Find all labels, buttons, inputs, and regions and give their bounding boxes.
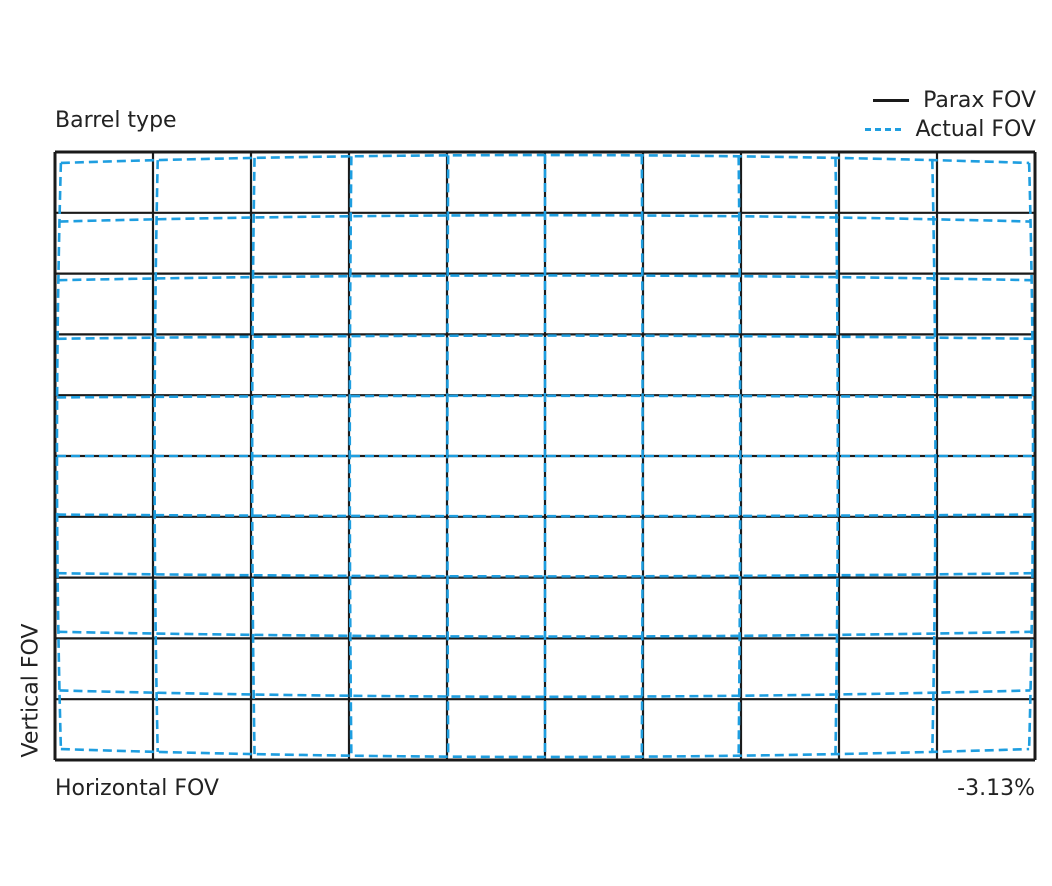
actual-horizontal-line <box>57 394 1033 399</box>
distortion-value: -3.13% <box>957 776 1035 801</box>
actual-horizontal-line <box>58 274 1032 282</box>
actual-horizontal-line <box>59 689 1031 699</box>
actual-horizontal-line <box>57 334 1033 341</box>
actual-horizontal-line <box>57 571 1033 578</box>
actual-horizontal-line <box>57 513 1033 518</box>
actual-horizontal-line <box>58 630 1032 638</box>
actual-vertical-line <box>930 160 937 752</box>
actual-vertical-line <box>446 155 450 757</box>
actual-vertical-line <box>737 156 742 756</box>
legend-label: Actual FOV <box>915 117 1036 142</box>
dashed-line-swatch <box>865 128 902 131</box>
legend-item-actual: Actual FOV <box>865 115 1036 144</box>
legend-item-parax: Parax FOV <box>865 86 1036 115</box>
actual-horizontal-line <box>60 747 1030 759</box>
legend-label: Parax FOV <box>923 88 1036 113</box>
actual-horizontal-line <box>59 213 1031 223</box>
y-axis-label: Vertical FOV <box>18 623 44 758</box>
actual-vertical-line <box>640 155 644 757</box>
diagram-title: Barrel type <box>55 108 177 133</box>
solid-line-swatch <box>873 99 910 102</box>
x-axis-label: Horizontal FOV <box>55 776 219 801</box>
actual-vertical-line <box>834 157 840 755</box>
legend: Parax FOV Actual FOV <box>865 86 1036 144</box>
actual-vertical-line <box>250 157 256 755</box>
actual-vertical-line <box>348 156 353 756</box>
actual-horizontal-line <box>60 153 1030 165</box>
actual-vertical-line <box>153 160 160 752</box>
